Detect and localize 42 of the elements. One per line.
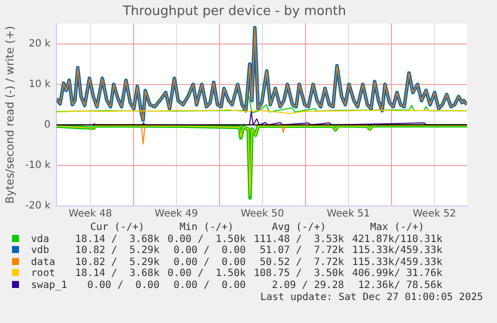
x-tick-label: Week 50 bbox=[240, 208, 284, 220]
text: 18.14 / 3.68k bbox=[74, 268, 160, 280]
y-tick-label: -10 k bbox=[25, 160, 51, 172]
text: Max (-/+) bbox=[369, 222, 426, 234]
y-tick-label: 10 k bbox=[28, 78, 51, 90]
text: 0.00 / 1.50k bbox=[166, 268, 247, 280]
y-tick-label: -20 k bbox=[25, 200, 51, 212]
legend-label: vda bbox=[30, 234, 50, 245]
text: 0.00 / 0.00 bbox=[172, 280, 247, 292]
text: 421.87k/110.31k bbox=[351, 234, 444, 245]
text: 406.99k/ 31.76k bbox=[351, 268, 444, 280]
chart-title: Throughput per device - by month bbox=[122, 4, 346, 20]
x-tick-label: Week 51 bbox=[326, 208, 370, 220]
y-axis-title: Bytes/second read (-) / write (+) bbox=[3, 26, 16, 204]
text: 18.14 / 3.68k bbox=[74, 234, 160, 245]
text: Avg (-/+) bbox=[270, 222, 327, 234]
text: 0.00 / 1.50k bbox=[166, 234, 247, 246]
y-tick-label: 0 bbox=[44, 120, 51, 131]
text: 10.82 / 5.29k bbox=[74, 245, 160, 257]
text: Min (-/+) bbox=[178, 222, 235, 234]
legend-label: root bbox=[30, 268, 56, 280]
text: 115.33k/459.33k bbox=[351, 245, 444, 257]
x-tick-label: Week 49 bbox=[154, 208, 198, 220]
text: 108.75 / 3.50k bbox=[252, 268, 346, 280]
text: Last update: Sat Dec 27 01:00:05 2025 bbox=[260, 292, 483, 303]
legend-label: swap_1 bbox=[30, 280, 68, 292]
text: Cur (-/+) bbox=[89, 222, 146, 234]
y-tick-label: 20 k bbox=[28, 38, 51, 50]
legend-label: data bbox=[30, 256, 56, 268]
x-tick-label: Week 48 bbox=[68, 208, 112, 220]
text: 12.36k/ 78.56k bbox=[357, 280, 444, 292]
text: 50.52 / 7.72k bbox=[258, 256, 346, 268]
text: 0.00 / 0.00 bbox=[86, 280, 160, 292]
text: 51.07 / 7.72k bbox=[258, 245, 346, 257]
text: 0.00 / 0.00 bbox=[172, 256, 247, 268]
text: 0.00 / 0.00 bbox=[172, 245, 247, 257]
text: 111.48 / 3.53k bbox=[252, 234, 346, 245]
legend-label: vdb bbox=[30, 245, 50, 257]
text: 10.82 / 5.29k bbox=[74, 256, 160, 268]
text: 2.09 / 29.28 bbox=[270, 280, 346, 292]
text: 115.33k/459.33k bbox=[351, 256, 444, 268]
x-tick-label: Week 52 bbox=[412, 208, 456, 220]
